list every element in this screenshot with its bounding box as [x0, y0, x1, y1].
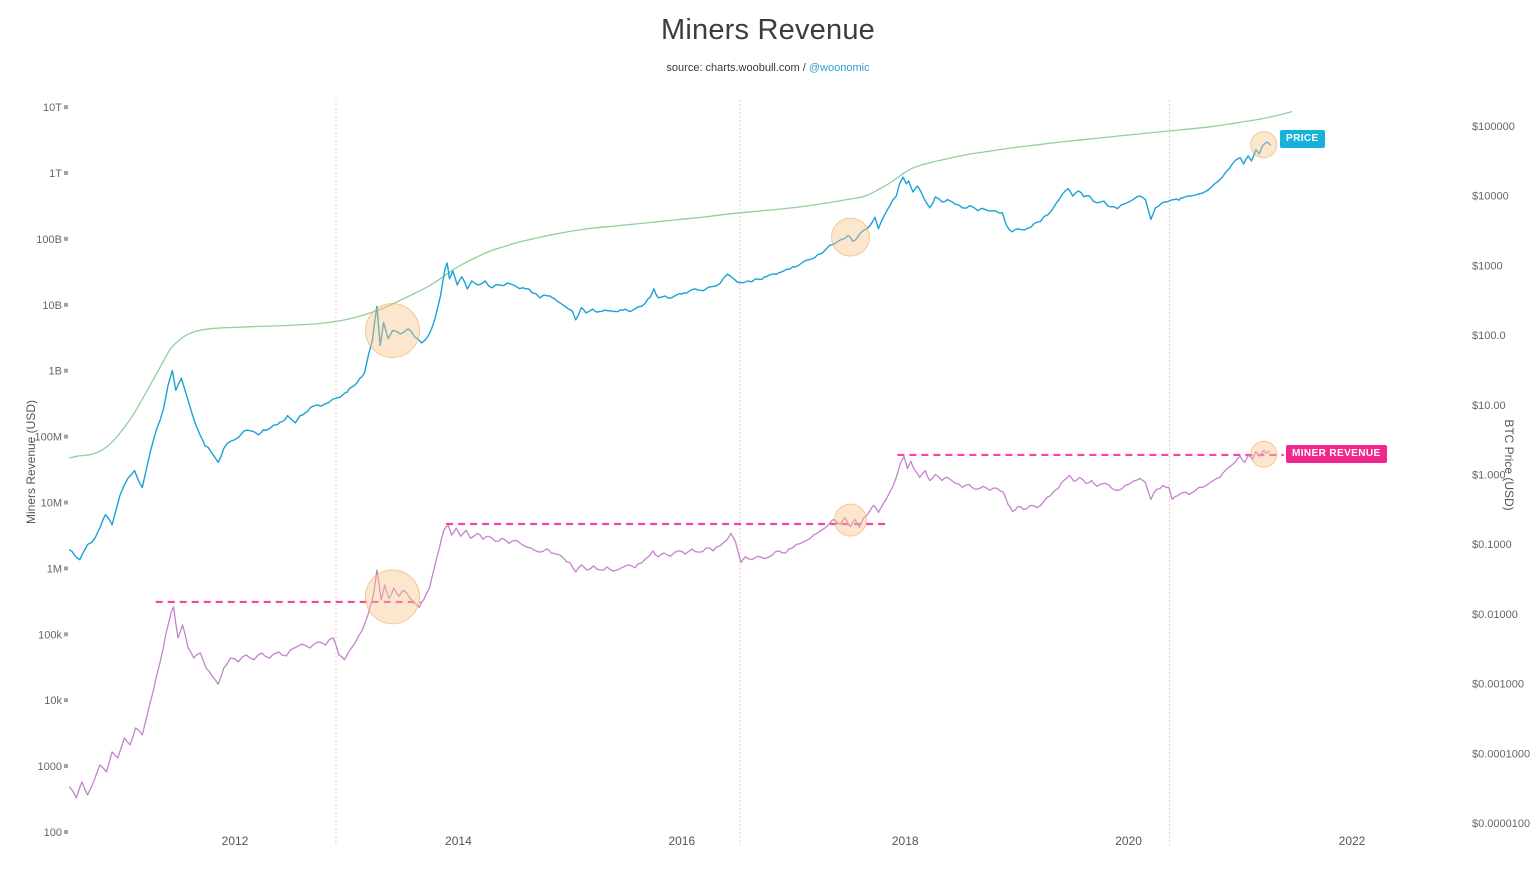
- halving-highlight-circle: [1250, 131, 1278, 159]
- left-axis-tick-marker: [64, 632, 68, 637]
- right-axis-tick-label: $100000: [1472, 121, 1515, 133]
- left-axis-tick-label: 100M: [34, 432, 62, 444]
- halving-highlight-circle: [364, 569, 420, 625]
- left-axis-tick-label: 10k: [44, 695, 62, 707]
- x-axis-year-label: 2018: [892, 834, 919, 848]
- left-axis-tick-marker: [64, 566, 68, 571]
- miner-revenue-series-badge: MINER REVENUE: [1286, 445, 1387, 463]
- left-axis-tick-label: 10M: [41, 498, 62, 510]
- right-axis-tick-label: $0.0000100: [1472, 818, 1530, 830]
- x-axis-year-label: 2016: [668, 834, 695, 848]
- right-axis-tick-label: $100.0: [1472, 330, 1506, 342]
- left-axis-tick-marker: [64, 171, 68, 175]
- x-axis-year-label: 2014: [445, 834, 472, 848]
- page-title: Miners Revenue: [661, 14, 875, 46]
- left-axis-tick-label: 1T: [49, 168, 62, 180]
- left-axis-tick-label: 10B: [42, 300, 62, 312]
- left-axis-tick-marker: [64, 500, 68, 505]
- right-axis-title: BTC Price (USD): [1502, 419, 1516, 511]
- x-axis-year-label: 2020: [1115, 834, 1142, 848]
- chart-source: source: charts.woobull.com / @woonomic: [0, 62, 1536, 74]
- right-axis-tick-label: $0.01000: [1472, 609, 1518, 621]
- left-axis-tick-marker: [64, 236, 68, 241]
- left-axis-tick-label: 1000: [38, 761, 62, 773]
- right-axis-tick-label: $0.001000: [1472, 679, 1524, 691]
- right-axis-tick-label: $10000: [1472, 191, 1509, 203]
- miner-revenue-line: [69, 449, 1270, 799]
- right-axis-tick-label: $10.00: [1472, 400, 1506, 412]
- left-axis-tick-label: 10T: [43, 102, 62, 114]
- left-axis-tick-marker: [64, 830, 68, 834]
- left-axis-tick-marker: [64, 302, 68, 307]
- left-axis-tick-label: 100B: [36, 234, 62, 246]
- halving-highlight-circle: [830, 217, 870, 257]
- left-axis-tick-marker: [64, 368, 68, 373]
- right-axis-tick-label: $1.000: [1472, 470, 1506, 482]
- left-axis-tick-label: 1B: [49, 366, 62, 378]
- left-axis-tick-label: 100: [44, 827, 62, 839]
- price-line: [69, 141, 1272, 561]
- price-series-badge: PRICE: [1280, 130, 1325, 148]
- source-text: source: charts.woobull.com /: [666, 62, 809, 74]
- smooth-green-line: [69, 111, 1293, 459]
- x-axis-year-label: 2012: [222, 834, 249, 848]
- right-axis-tick-label: $1000: [1472, 260, 1503, 272]
- left-axis-tick-marker: [64, 434, 68, 439]
- left-axis-title: Miners Revenue (USD): [24, 399, 38, 525]
- left-axis-tick-label: 1M: [47, 563, 62, 575]
- halving-highlight-circle: [364, 303, 420, 359]
- halving-highlight-circle: [833, 503, 867, 537]
- woonomic-link[interactable]: @woonomic: [808, 62, 870, 74]
- left-axis-tick-label: 100k: [38, 629, 62, 641]
- right-axis-tick-label: $0.1000: [1472, 539, 1512, 551]
- left-axis-tick-marker: [64, 698, 68, 703]
- right-axis-tick-label: $0.0001000: [1472, 748, 1530, 760]
- left-axis-tick-marker: [64, 105, 68, 110]
- x-axis-year-label: 2022: [1339, 834, 1366, 848]
- halving-highlight-circle: [1250, 440, 1278, 468]
- left-axis-tick-marker: [64, 764, 68, 769]
